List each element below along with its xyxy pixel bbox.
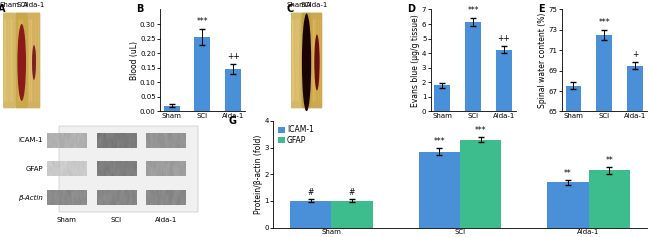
Text: ***: *** — [196, 17, 208, 26]
FancyBboxPatch shape — [58, 126, 198, 212]
Ellipse shape — [316, 42, 319, 75]
Text: C: C — [286, 5, 294, 14]
Bar — [194, 37, 211, 111]
Text: **: ** — [564, 169, 572, 178]
Text: A: A — [0, 5, 5, 14]
Text: GFAP: GFAP — [25, 166, 43, 172]
Ellipse shape — [20, 36, 25, 81]
FancyBboxPatch shape — [3, 13, 16, 108]
Y-axis label: Evans blue (μg/g tissue): Evans blue (μg/g tissue) — [411, 14, 421, 107]
Bar — [419, 151, 460, 228]
Y-axis label: Blood (uL): Blood (uL) — [129, 41, 138, 80]
Text: SCI: SCI — [301, 2, 312, 9]
Bar — [164, 105, 179, 111]
Text: Sham: Sham — [57, 217, 77, 223]
Ellipse shape — [315, 34, 320, 91]
Ellipse shape — [32, 45, 36, 80]
Bar — [332, 201, 372, 228]
Text: E: E — [538, 5, 545, 14]
Text: +: + — [632, 50, 638, 59]
Text: #: # — [349, 188, 355, 197]
Text: G: G — [228, 116, 237, 126]
Bar — [566, 86, 582, 237]
FancyBboxPatch shape — [28, 13, 40, 108]
Text: ++: ++ — [227, 52, 239, 61]
Text: ++: ++ — [497, 34, 510, 43]
Text: B: B — [136, 5, 144, 14]
Text: ***: *** — [434, 137, 445, 146]
Text: Sham: Sham — [286, 2, 306, 9]
Y-axis label: Spinal water content (%): Spinal water content (%) — [538, 13, 547, 108]
Bar — [290, 201, 332, 228]
Bar — [225, 69, 241, 111]
Bar — [465, 22, 481, 111]
FancyBboxPatch shape — [16, 13, 28, 108]
Legend: ICAM-1, GFAP: ICAM-1, GFAP — [277, 125, 315, 145]
Bar — [627, 65, 643, 237]
FancyBboxPatch shape — [291, 13, 302, 108]
Text: Alda-1: Alda-1 — [155, 217, 177, 223]
FancyBboxPatch shape — [301, 13, 312, 108]
Text: ***: *** — [599, 18, 610, 27]
Ellipse shape — [302, 14, 311, 112]
Text: ***: *** — [467, 6, 479, 15]
Bar — [596, 35, 612, 237]
Text: Alda-1: Alda-1 — [306, 2, 328, 9]
Text: ICAM-1: ICAM-1 — [18, 137, 43, 143]
Bar — [496, 50, 512, 111]
FancyBboxPatch shape — [311, 13, 322, 108]
Text: SCI: SCI — [111, 217, 122, 223]
Text: SCI: SCI — [16, 2, 27, 9]
Bar — [460, 140, 501, 228]
Ellipse shape — [304, 30, 310, 87]
Ellipse shape — [18, 24, 26, 101]
Text: β-Actin: β-Actin — [18, 195, 43, 201]
Bar — [589, 170, 630, 228]
Y-axis label: Protein/β-actin (fold): Protein/β-actin (fold) — [254, 135, 263, 214]
Bar — [434, 85, 450, 111]
Text: #: # — [307, 188, 314, 197]
Text: **: ** — [605, 156, 613, 165]
Ellipse shape — [33, 48, 36, 68]
Text: D: D — [407, 5, 415, 14]
Text: ***: *** — [474, 126, 486, 135]
Text: Alda-1: Alda-1 — [23, 2, 45, 9]
Text: Sham: Sham — [0, 2, 20, 9]
Bar — [547, 182, 589, 228]
